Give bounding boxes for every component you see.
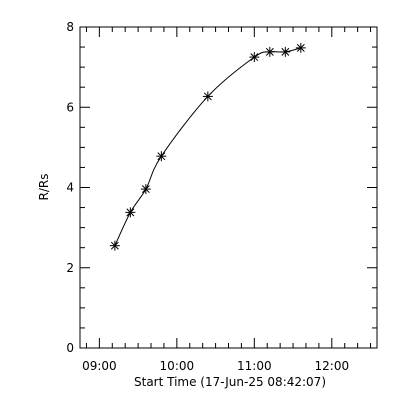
series-line	[114, 47, 301, 246]
data-point-marker	[156, 151, 167, 162]
marker-stroke	[265, 47, 274, 56]
data-point-marker	[264, 46, 275, 57]
marker-stroke	[157, 152, 166, 161]
marker-stroke	[281, 47, 290, 56]
data-point-marker	[140, 184, 151, 195]
x-tick-label: 12:00	[315, 359, 350, 373]
marker-stroke	[203, 92, 212, 101]
x-tick-label: 11:00	[237, 359, 272, 373]
y-tick-label: 8	[66, 20, 74, 34]
y-axis-label: R/Rs	[37, 174, 51, 201]
marker-stroke	[296, 43, 305, 52]
data-point-marker	[280, 46, 291, 57]
data-point-marker	[125, 207, 136, 218]
data-point-marker	[295, 42, 306, 53]
y-tick-label: 6	[66, 100, 74, 114]
data-point-marker	[109, 240, 120, 251]
y-tick-label: 0	[66, 341, 74, 355]
x-axis-label: Start Time (17-Jun-25 08:42:07)	[134, 375, 326, 389]
plot-frame	[79, 26, 378, 349]
y-tick-label: 4	[66, 181, 74, 195]
plot-area: 09:00 10:00 11:00 12:00 0 2 4 6 8	[66, 20, 378, 373]
marker-stroke	[110, 241, 119, 250]
x-tick-label: 10:00	[160, 359, 195, 373]
x-tick-label: 09:00	[82, 359, 117, 373]
y-tick-label: 2	[66, 261, 74, 275]
data-point-marker	[249, 52, 260, 63]
marker-stroke	[250, 53, 259, 62]
data-point-marker	[202, 91, 213, 102]
marker-stroke	[141, 185, 150, 194]
marker-stroke	[126, 208, 135, 217]
